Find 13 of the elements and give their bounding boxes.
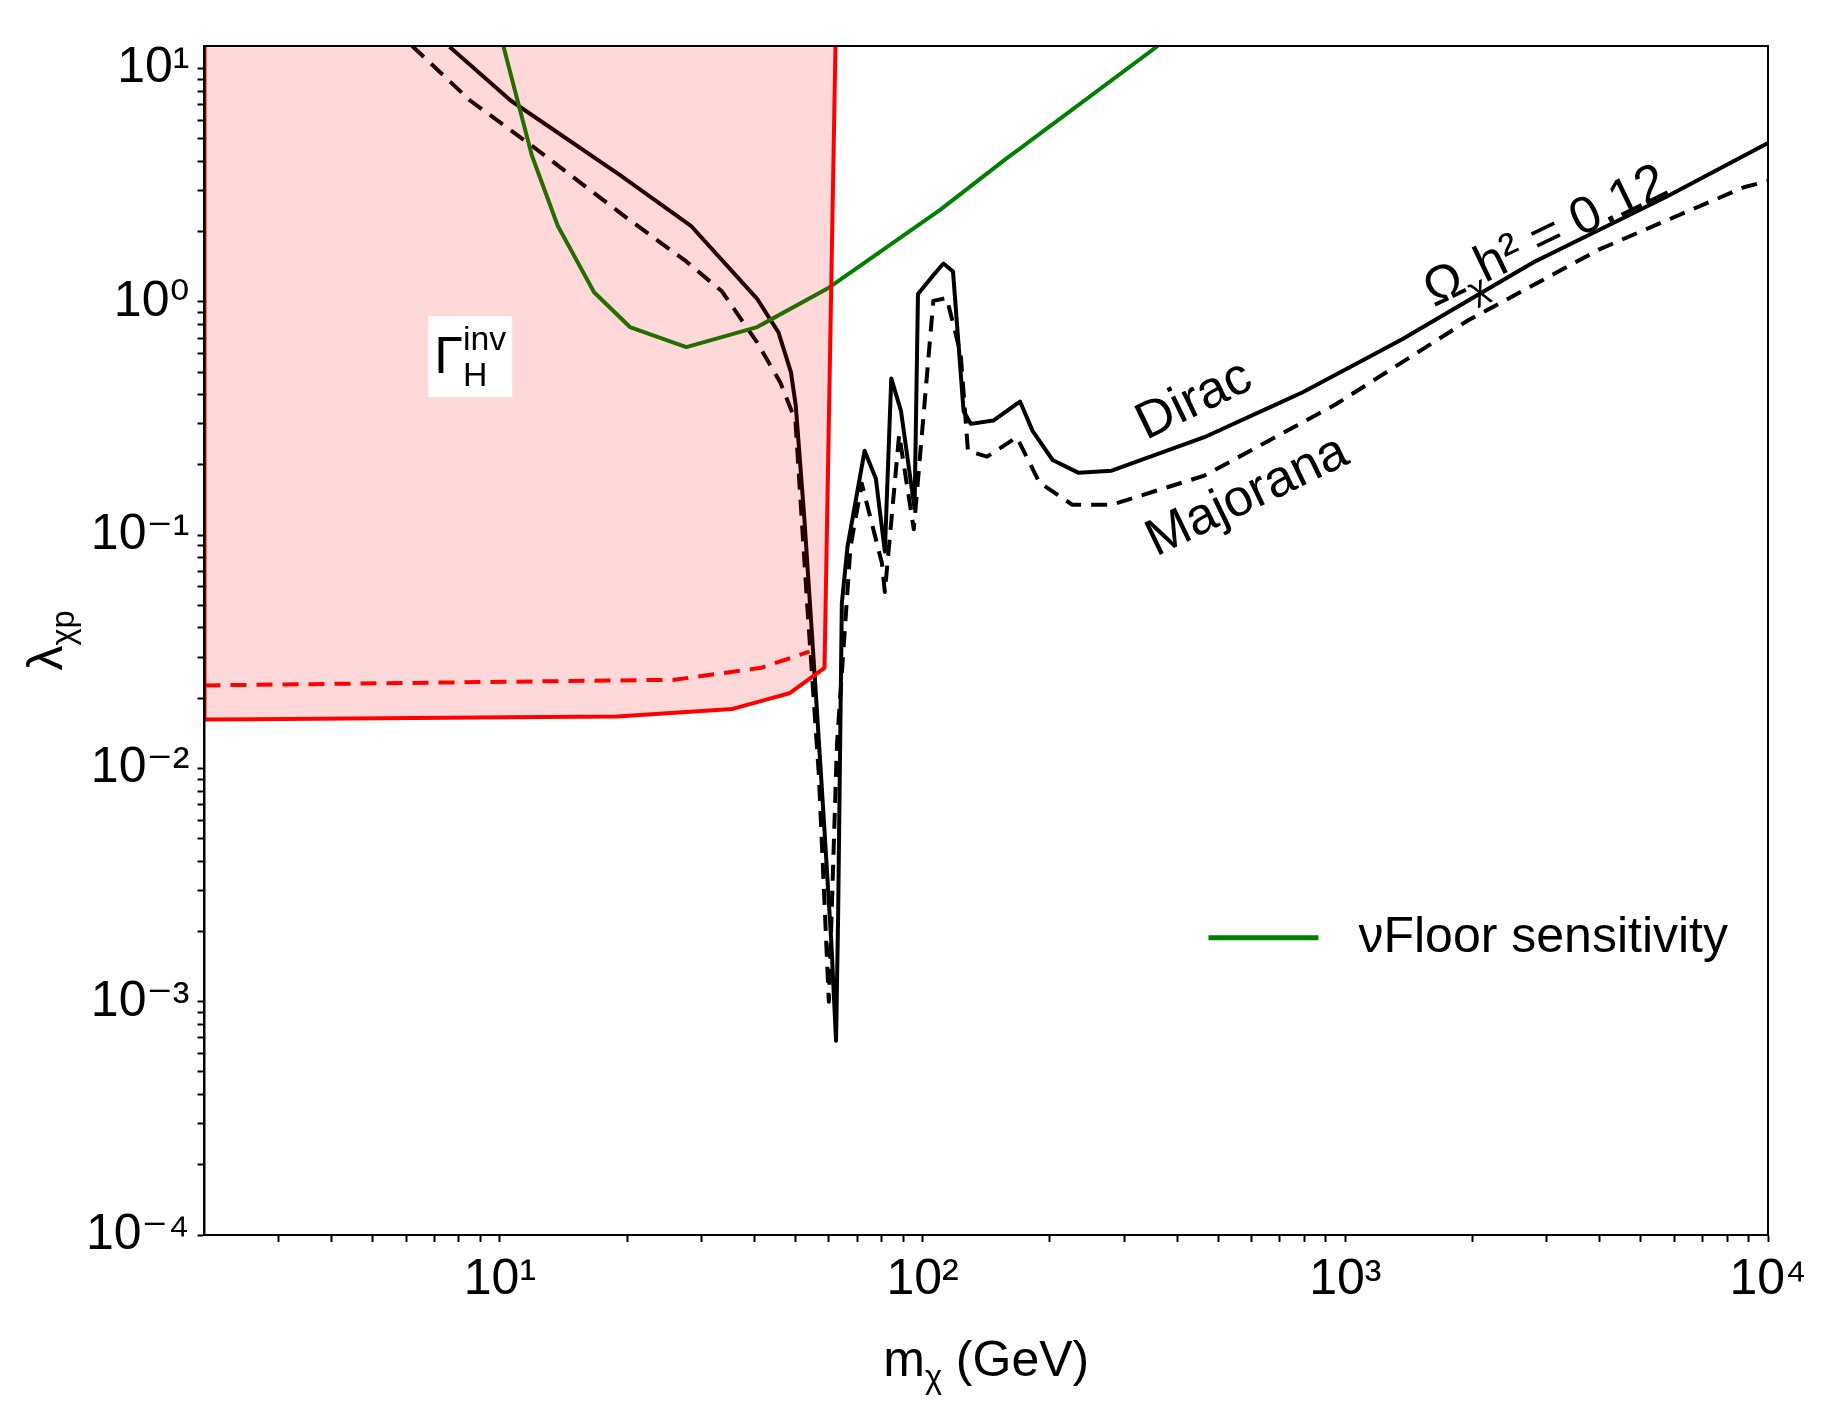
y-tick-label: 10⁻⁴ xyxy=(85,1203,190,1260)
x-tick-label: 10¹ xyxy=(463,1248,537,1305)
y-tick-label: 10⁻¹ xyxy=(90,503,190,560)
x-tick-label: 10² xyxy=(886,1248,959,1305)
x-tick-label: 10³ xyxy=(1309,1248,1382,1305)
text: Dirac xyxy=(1125,345,1260,451)
y-tick-label: 10⁰ xyxy=(113,270,190,327)
x-tick-label: 10⁴ xyxy=(1729,1248,1807,1305)
y-tick-label: 10¹ xyxy=(117,37,190,94)
y-tick-label: 10⁻² xyxy=(90,737,190,794)
y-tick-label: 10⁻³ xyxy=(90,970,190,1027)
y-axis-title: λχp xyxy=(16,610,81,671)
legend-label: νFloor sensitivity xyxy=(1358,906,1728,963)
